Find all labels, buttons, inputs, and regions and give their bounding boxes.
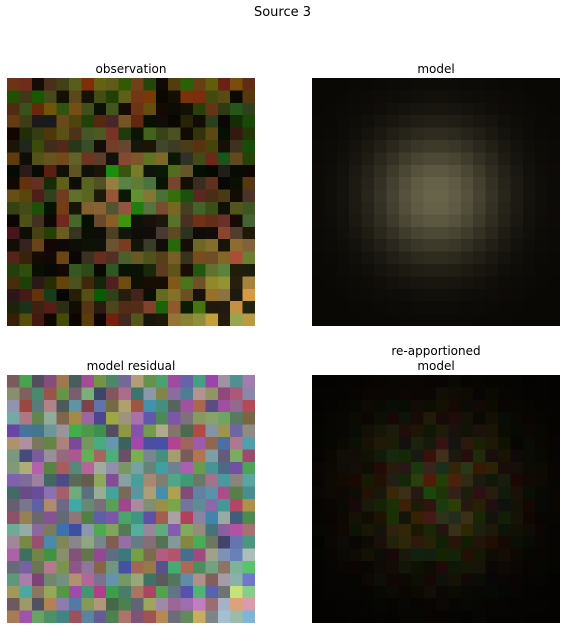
- residual-panel: [7, 375, 255, 623]
- residual-image: [7, 375, 255, 623]
- model-image: [312, 78, 560, 326]
- observation-image: [7, 78, 255, 326]
- model-panel: [312, 78, 560, 326]
- residual-title: model residual: [86, 359, 176, 373]
- model-title: model: [417, 62, 455, 76]
- reapportioned-title: re-apportioned model: [391, 344, 481, 373]
- reapportioned-panel: [312, 375, 560, 623]
- figure-title: Source 3: [253, 5, 312, 20]
- reapportioned-image: [312, 375, 560, 623]
- observation-panel: [7, 78, 255, 326]
- observation-title: observation: [95, 62, 167, 76]
